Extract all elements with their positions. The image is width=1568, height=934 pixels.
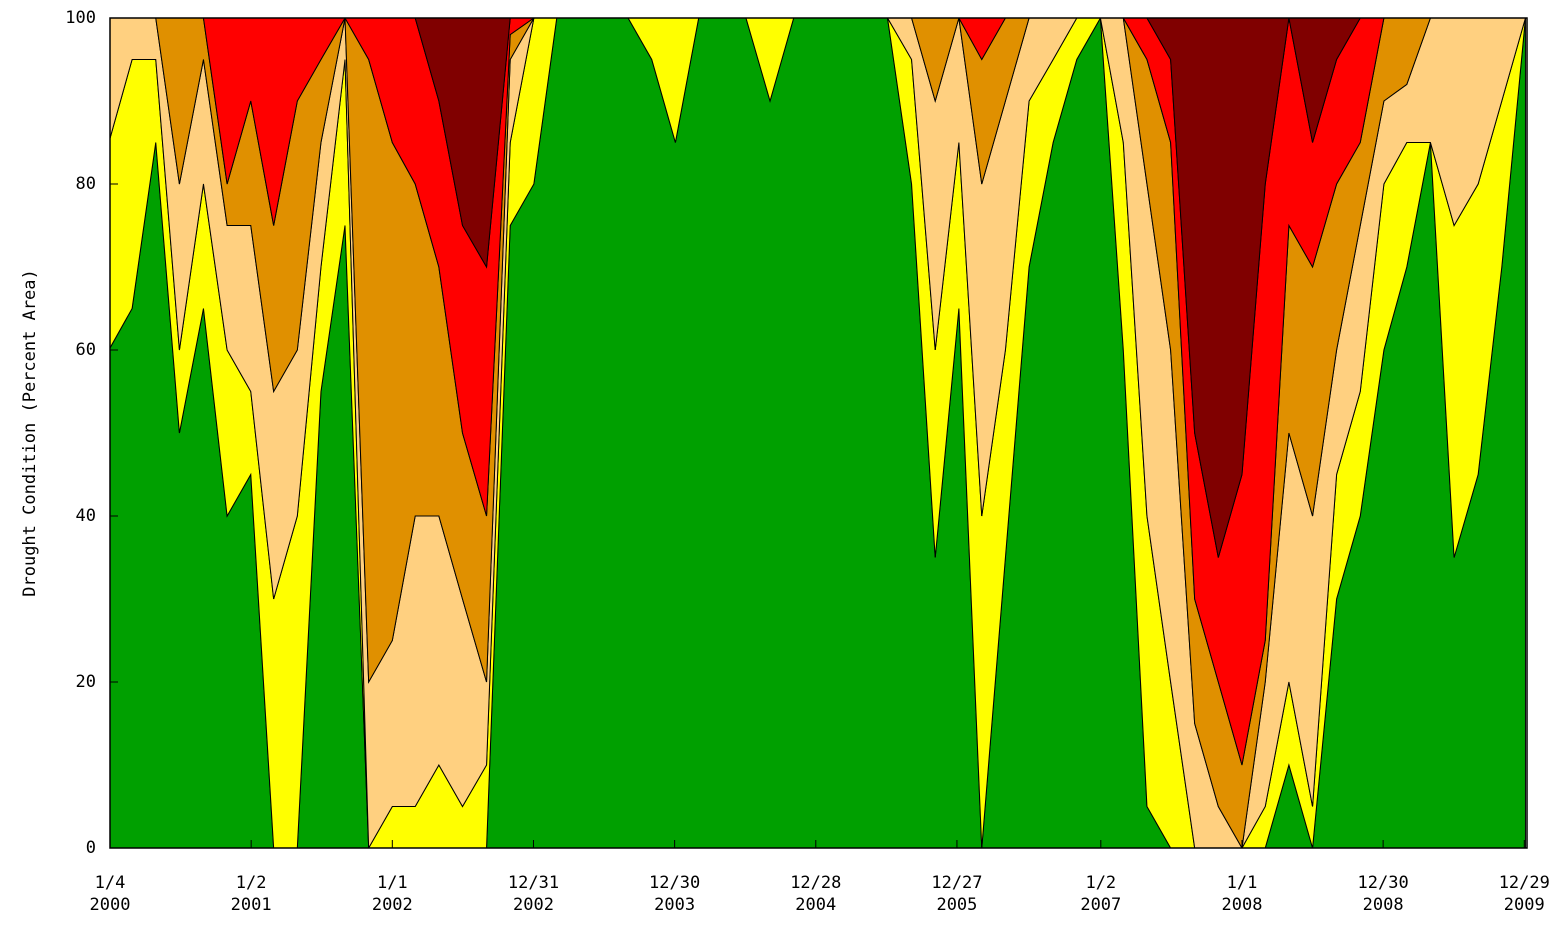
plot-border [109,17,1528,849]
x-tick-label: 12/28 2004 [790,873,842,915]
x-tick-label: 12/31 2002 [507,873,560,915]
x-tick-label: 12/30 2003 [649,873,701,915]
x-tick-label: 1/4 2000 [89,873,131,915]
area [110,18,1526,766]
x-tick-label: 1/1 2008 [1221,873,1263,915]
area [110,18,1526,848]
y-tick-label: 40 [76,506,96,526]
y-tick-label: 80 [76,174,96,194]
x-tick-label: 12/27 2005 [931,873,983,915]
x-tick-label: 1/1 2002 [371,873,413,915]
area [110,18,1526,848]
area [110,18,1526,848]
area [110,18,1526,848]
x-tick-label: 12/29 2009 [1498,873,1550,915]
y-axis-label: Drought Condition (Percent Area) [20,269,40,597]
y-tick-label: 20 [76,672,96,692]
plot-area [110,18,1526,848]
x-tick-label: 12/30 2008 [1357,873,1409,915]
y-tick-label: 60 [76,340,96,360]
y-tick-label: 0 [86,838,96,858]
x-tick-label: 1/2 2007 [1080,873,1122,915]
area [110,18,1526,558]
x-tick-label: 1/2 2001 [230,873,272,915]
y-tick-label: 100 [65,8,96,28]
